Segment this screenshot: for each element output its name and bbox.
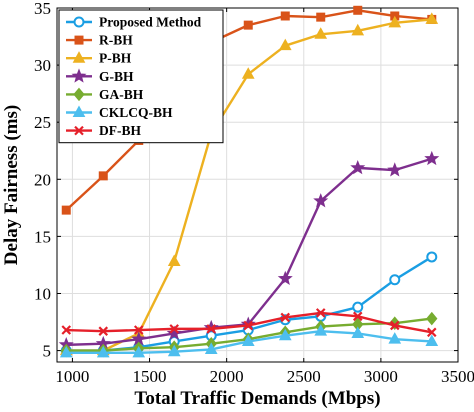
legend-label: CKLCQ-BH bbox=[99, 105, 173, 120]
data-point bbox=[98, 171, 108, 181]
series-df-bh bbox=[61, 308, 437, 338]
data-point bbox=[133, 325, 144, 335]
legend-marker bbox=[74, 125, 84, 136]
data-point bbox=[389, 320, 400, 331]
legend-label: P-BH bbox=[99, 51, 132, 66]
legend-item: DF-BH bbox=[66, 123, 141, 138]
legend-item: R-BH bbox=[66, 33, 133, 48]
data-point bbox=[61, 325, 72, 335]
data-point bbox=[280, 312, 291, 323]
legend-marker bbox=[73, 16, 85, 28]
x-axis-title: Total Traffic Demands (Mbps) bbox=[134, 388, 380, 409]
legend-marker bbox=[72, 105, 86, 117]
x-tick-label: 3000 bbox=[364, 367, 398, 386]
y-tick-label: 5 bbox=[43, 342, 52, 361]
data-point bbox=[313, 193, 329, 208]
data-point bbox=[351, 326, 365, 338]
data-point bbox=[280, 11, 290, 21]
plot-area-frame bbox=[56, 7, 459, 363]
data-point bbox=[278, 38, 292, 51]
data-point bbox=[353, 5, 363, 15]
legend-item: Proposed Method bbox=[66, 15, 202, 30]
x-tick-label: 2000 bbox=[210, 367, 244, 386]
legend: Proposed Method R-BH P-BH G-BH GA-BH CKLCQ-BH… bbox=[58, 9, 224, 144]
data-point bbox=[388, 15, 402, 28]
legend-item: CKLCQ-BH bbox=[66, 105, 173, 120]
data-point bbox=[59, 345, 73, 358]
data-point bbox=[243, 20, 253, 30]
series-line bbox=[66, 157, 433, 347]
legend-item: G-BH bbox=[66, 68, 134, 84]
data-point bbox=[132, 345, 146, 358]
data-point bbox=[427, 327, 437, 338]
data-point bbox=[425, 12, 439, 24]
data-point bbox=[166, 325, 182, 340]
legend-item: P-BH bbox=[66, 51, 132, 66]
data-point bbox=[243, 320, 254, 331]
legend-item: GA-BH bbox=[66, 87, 144, 102]
y-axis-title: Delay Fairness (ms) bbox=[1, 105, 22, 265]
series-lines bbox=[58, 5, 440, 358]
data-point bbox=[61, 205, 71, 215]
legend-marker bbox=[73, 87, 85, 102]
axis-ticks: 1000 1500 2000 2500 3000 3500 5 10 15 20 25 30 35 bbox=[34, 0, 474, 386]
legend-marker bbox=[72, 51, 86, 63]
data-point bbox=[206, 324, 217, 334]
x-tick-label: 1000 bbox=[55, 367, 89, 386]
data-point bbox=[241, 334, 255, 346]
data-point bbox=[241, 67, 255, 79]
y-tick-label: 35 bbox=[34, 0, 51, 18]
data-point bbox=[98, 326, 109, 336]
data-point bbox=[277, 270, 293, 286]
legend-label: DF-BH bbox=[99, 123, 141, 138]
data-point bbox=[316, 12, 326, 22]
data-point bbox=[424, 150, 440, 166]
legend-label: G-BH bbox=[99, 69, 134, 84]
series-cklcq-bh bbox=[59, 324, 439, 358]
y-tick-label: 15 bbox=[34, 227, 51, 246]
data-point bbox=[204, 342, 218, 354]
data-point bbox=[169, 324, 179, 334]
data-point bbox=[388, 332, 402, 344]
data-point bbox=[352, 311, 363, 322]
legend-marker bbox=[71, 68, 87, 83]
data-point bbox=[426, 311, 438, 326]
data-point bbox=[389, 274, 401, 286]
data-point bbox=[350, 159, 366, 175]
y-tick-label: 20 bbox=[34, 170, 51, 189]
data-point bbox=[387, 162, 403, 177]
legend-marker bbox=[74, 35, 84, 45]
data-point bbox=[426, 251, 438, 263]
series-p-bh bbox=[59, 12, 439, 356]
data-point bbox=[278, 328, 292, 341]
data-point bbox=[315, 308, 326, 318]
data-point bbox=[314, 27, 328, 39]
x-tick-label: 3500 bbox=[441, 367, 474, 386]
y-tick-label: 25 bbox=[34, 113, 51, 132]
legend-label: R-BH bbox=[99, 33, 133, 48]
x-tick-label: 2500 bbox=[287, 367, 321, 386]
y-tick-label: 10 bbox=[34, 284, 51, 303]
x-tick-label: 1500 bbox=[133, 367, 167, 386]
data-point bbox=[167, 344, 181, 357]
data-point bbox=[352, 301, 364, 313]
data-point bbox=[167, 254, 181, 267]
data-point bbox=[351, 23, 365, 36]
data-point bbox=[96, 345, 110, 358]
legend-label: Proposed Method bbox=[99, 15, 202, 30]
data-point bbox=[314, 324, 328, 336]
data-point bbox=[425, 334, 439, 346]
y-tick-label: 30 bbox=[34, 56, 51, 75]
legend-label: GA-BH bbox=[99, 87, 144, 102]
